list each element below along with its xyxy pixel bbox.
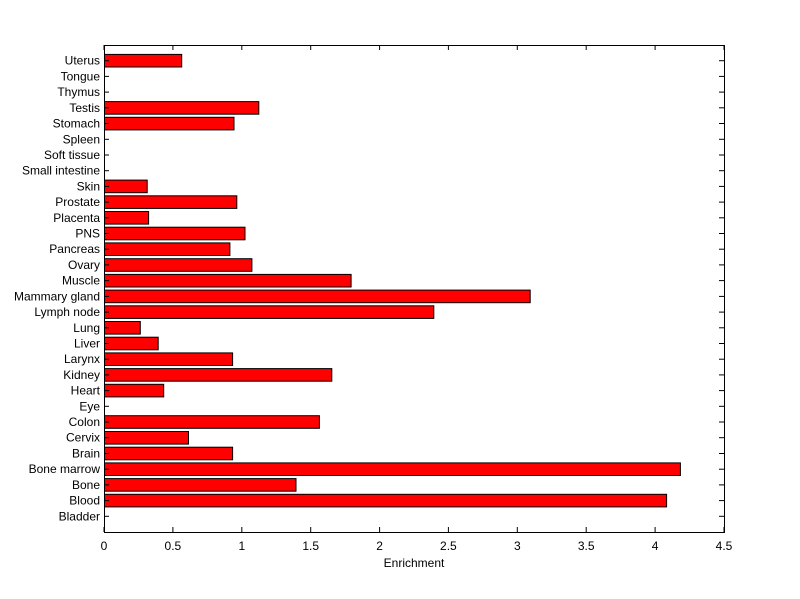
x-tick-label: 4 — [652, 539, 659, 553]
bar-cervix — [104, 431, 189, 445]
bar-stomach — [104, 116, 235, 131]
x-tick-label: 3 — [514, 539, 521, 553]
y-tick-label-skin: Skin — [77, 179, 100, 193]
y-tick-label-lymph-node: Lymph node — [34, 305, 100, 319]
y-tick-label-larynx: Larynx — [64, 352, 100, 366]
y-tick-label-kidney: Kidney — [63, 368, 100, 382]
bar-muscle — [104, 273, 352, 288]
x-tick-label: 3.5 — [578, 539, 595, 553]
y-tick-label-lung: Lung — [73, 321, 100, 335]
y-tick-label-cervix: Cervix — [66, 431, 100, 445]
bar-bone — [104, 478, 297, 492]
y-tick-label-mammary-gland: Mammary gland — [14, 289, 100, 303]
y-tick-label-tongue: Tongue — [61, 69, 101, 83]
bar-skin — [104, 179, 148, 194]
y-tick-label-blood: Blood — [69, 494, 100, 508]
y-tick-label-ovary: Ovary — [68, 258, 100, 272]
bar-lung — [104, 321, 141, 335]
y-tick-label-heart: Heart — [71, 384, 101, 398]
bar-heart — [104, 383, 165, 398]
bar-kidney — [104, 368, 333, 382]
y-tick-label-liver: Liver — [74, 337, 100, 351]
y-tick-label-bone-marrow: Bone marrow — [29, 462, 101, 476]
bar-ovary — [104, 258, 253, 272]
bar-brain — [104, 446, 234, 461]
bar-prostate — [104, 195, 238, 209]
x-tick-label: 0 — [101, 539, 108, 553]
y-tick-label-pancreas: Pancreas — [49, 242, 100, 256]
bar-placenta — [104, 211, 150, 225]
bar-pns — [104, 226, 246, 241]
y-tick-label-colon: Colon — [69, 415, 100, 429]
axis-ticks — [103, 45, 725, 532]
y-tick-label-testis: Testis — [69, 101, 100, 115]
y-tick-label-bone: Bone — [72, 478, 100, 492]
y-tick-label-muscle: Muscle — [62, 274, 100, 288]
x-tick-label: 2 — [376, 539, 383, 553]
x-axis-title: Enrichment — [384, 556, 445, 570]
bars — [104, 53, 681, 508]
plot-frame — [104, 45, 725, 533]
x-tick-label: 2.5 — [440, 539, 457, 553]
x-tick-label: 0.5 — [165, 539, 182, 553]
y-tick-label-spleen: Spleen — [63, 132, 100, 146]
bar-testis — [104, 101, 260, 115]
y-tick-label-bladder: Bladder — [59, 509, 100, 523]
x-tick-label: 4.5 — [716, 539, 733, 553]
y-tick-label-small-intestine: Small intestine — [22, 164, 100, 178]
bar-uterus — [104, 53, 183, 68]
x-tick-label: 1 — [238, 539, 245, 553]
y-tick-label-thymus: Thymus — [57, 85, 100, 99]
bar-lymph-node — [104, 305, 435, 319]
y-tick-label-placenta: Placenta — [53, 211, 100, 225]
y-tick-label-brain: Brain — [72, 447, 100, 461]
x-tick-label: 1.5 — [302, 539, 319, 553]
y-tick-label-stomach: Stomach — [53, 117, 100, 131]
bar-colon — [104, 415, 320, 429]
y-tick-label-eye: Eye — [79, 399, 100, 413]
y-tick-label-soft-tissue: Soft tissue — [44, 148, 100, 162]
x-tick-labels: 0 0.5 1 1.5 2 2.5 3 3.5 4 4.5 — [101, 539, 733, 553]
bar-larynx — [104, 352, 234, 366]
bar-liver — [104, 336, 159, 351]
bar-pancreas — [104, 242, 231, 256]
y-tick-label-pns: PNS — [75, 227, 100, 241]
y-tick-label-uterus: Uterus — [65, 54, 100, 68]
bar-blood — [104, 493, 668, 508]
bar-bone-marrow — [104, 462, 681, 476]
bar-mammary-gland — [104, 289, 531, 304]
y-tick-label-prostate: Prostate — [55, 195, 100, 209]
